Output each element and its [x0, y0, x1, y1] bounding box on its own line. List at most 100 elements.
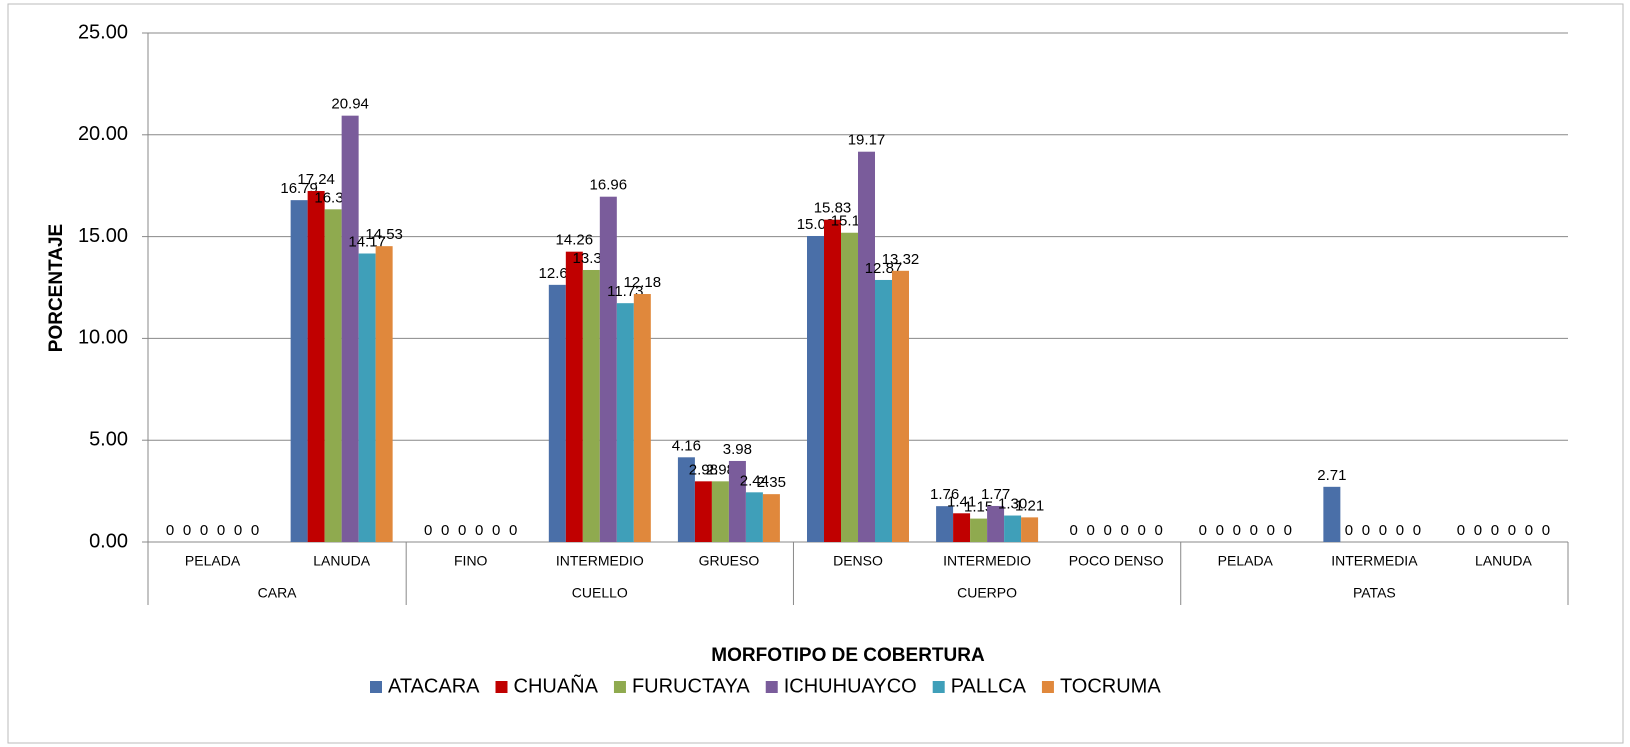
data-label: 0 [424, 522, 432, 539]
data-label: 16.96 [590, 177, 628, 194]
x-tick-label: DENSO [833, 553, 883, 569]
legend-swatch [613, 681, 626, 693]
legend-label: ATACARA [388, 675, 480, 697]
y-tick-label: 25.00 [78, 21, 128, 43]
x-tick-label: INTERMEDIO [943, 553, 1031, 569]
legend-label: CHUAÑA [514, 673, 599, 697]
bar [1021, 517, 1039, 542]
data-label: 2.71 [1317, 467, 1346, 484]
data-label: 14.26 [556, 232, 594, 249]
data-label: 2.98 [706, 461, 735, 478]
bar [858, 151, 875, 543]
data-label: 0 [234, 522, 242, 539]
data-label: 1.77 [981, 486, 1010, 503]
data-label: 0 [458, 522, 466, 539]
legend-label: PALLCA [951, 675, 1027, 697]
bar [677, 457, 695, 542]
data-label: 0 [200, 522, 208, 539]
group-label: CUERPO [957, 585, 1017, 601]
data-label: 0 [1508, 522, 1516, 539]
bar [762, 494, 780, 542]
data-label: 0 [1491, 522, 1499, 539]
legend-swatch [1041, 681, 1054, 693]
bar [341, 115, 359, 543]
y-tick-label: 10.00 [78, 327, 128, 349]
data-label: 0 [1233, 522, 1241, 539]
data-label: 0 [475, 522, 483, 539]
chart-border [7, 3, 1624, 744]
data-label: 0 [1070, 522, 1078, 539]
bar [582, 269, 600, 542]
bar [548, 284, 566, 542]
data-label: 0 [1457, 522, 1465, 539]
bar [807, 235, 824, 542]
bar [358, 253, 376, 543]
bar [1323, 486, 1341, 542]
data-label: 20.94 [331, 96, 369, 113]
data-label: 0 [1525, 522, 1533, 539]
bar [841, 232, 858, 542]
data-label: 2.35 [757, 474, 786, 491]
x-tick-label: FINO [454, 553, 488, 569]
x-tick-label: LANUDA [313, 553, 370, 569]
bar [324, 209, 342, 542]
data-label: 19.17 [848, 132, 886, 149]
legend-label: TOCRUMA [1060, 675, 1161, 697]
legend-label: FURUCTAYA [632, 675, 750, 697]
bar [1004, 515, 1022, 542]
x-tick-label: LANUDA [1475, 553, 1532, 569]
bar [987, 505, 1005, 542]
bar [936, 506, 954, 542]
data-label: 0 [1362, 522, 1370, 539]
bar [892, 270, 909, 542]
data-label: 0 [1542, 522, 1550, 539]
bar [711, 481, 729, 542]
y-tick-label: 20.00 [78, 123, 128, 145]
data-label: 12.18 [624, 274, 662, 291]
data-label: 0 [1413, 522, 1421, 539]
data-label: 0 [1267, 522, 1275, 539]
bar [290, 200, 308, 543]
group-label: PATAS [1353, 585, 1396, 601]
data-label: 1.41 [947, 493, 976, 510]
bar [633, 294, 651, 542]
legend-swatch [495, 681, 508, 693]
x-tick-label: PELADA [1218, 553, 1274, 569]
data-label: 0 [183, 522, 191, 539]
data-label: 0 [1474, 522, 1482, 539]
legend-label: ICHUHUAYCO [784, 675, 917, 697]
bar [970, 518, 988, 542]
bar [599, 196, 617, 542]
data-label: 0 [1284, 522, 1292, 539]
bar [307, 190, 325, 543]
data-label: 0 [166, 522, 174, 539]
bar [745, 492, 763, 542]
data-label: 17.24 [297, 171, 335, 188]
y-axis-title: PORCENTAJE [46, 224, 67, 352]
y-tick-label: 15.00 [78, 225, 128, 247]
bar [875, 279, 892, 542]
data-label: 0 [509, 522, 517, 539]
data-label: 0 [1250, 522, 1258, 539]
x-axis-title: MORFOTIPO DE COBERTURA [711, 645, 985, 666]
data-label: 0 [492, 522, 500, 539]
group-label: CUELLO [572, 585, 628, 601]
bar [728, 460, 746, 542]
data-label: 0 [1121, 522, 1129, 539]
data-label: 0 [1138, 522, 1146, 539]
data-label: 15.83 [814, 200, 852, 217]
data-label: 13.32 [882, 251, 920, 268]
data-label: 0 [217, 522, 225, 539]
data-label: 1.21 [1015, 497, 1044, 514]
legend-swatch [765, 681, 778, 693]
bar [616, 303, 634, 542]
group-label: CARA [258, 585, 298, 601]
data-label: 0 [1396, 522, 1404, 539]
data-label: 0 [251, 522, 259, 539]
data-label: 0 [1216, 522, 1224, 539]
data-label: 3.98 [723, 441, 752, 458]
bar [565, 251, 583, 543]
data-label: 0 [1199, 522, 1207, 539]
data-label: 1.76 [930, 486, 959, 503]
